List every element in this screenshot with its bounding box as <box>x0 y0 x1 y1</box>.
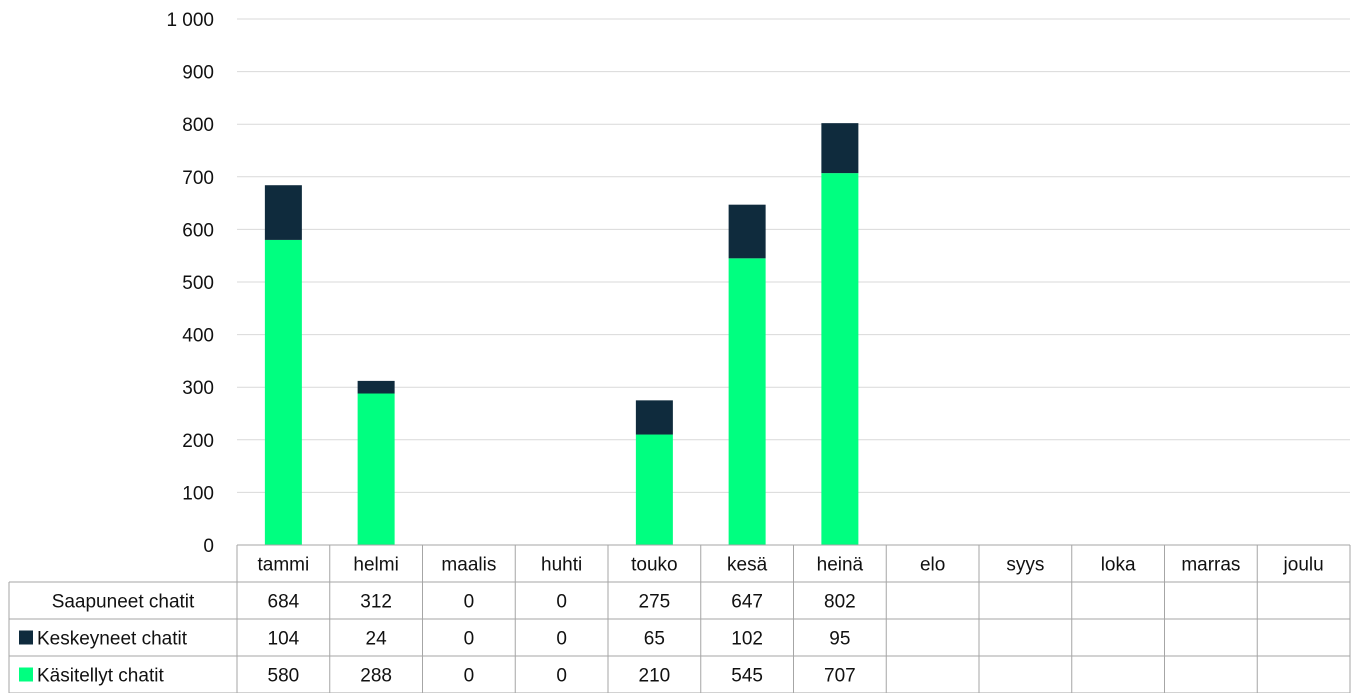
bar-kasitellyt <box>728 258 766 545</box>
table-cell: 95 <box>829 629 850 650</box>
y-tick-label: 800 <box>182 115 214 136</box>
table-cell: 0 <box>556 666 567 687</box>
table-row-label: Saapuneet chatit <box>52 592 195 613</box>
bar-keskeyneet <box>357 380 395 394</box>
x-category-label: maalis <box>441 555 496 576</box>
table-cell: 802 <box>824 592 856 613</box>
y-tick-label: 900 <box>182 63 214 84</box>
bar-kasitellyt <box>264 239 302 546</box>
table-row-label: Käsitellyt chatit <box>37 666 164 687</box>
x-category-label: kesä <box>727 555 768 576</box>
x-category-label: marras <box>1181 555 1240 576</box>
table-cell: 65 <box>644 629 665 650</box>
x-category-label: helmi <box>353 555 398 576</box>
bar-keskeyneet <box>728 204 766 259</box>
table-cell: 684 <box>268 592 300 613</box>
y-axis-ticks: 0 100 200 300 400 500 600 700 800 900 1 000 <box>166 10 214 557</box>
table-cell: 580 <box>268 666 300 687</box>
bars <box>264 123 859 546</box>
table-cell: 312 <box>360 592 392 613</box>
bar-kasitellyt <box>821 173 859 546</box>
table-cell: 102 <box>731 629 763 650</box>
table-cell: 0 <box>556 592 567 613</box>
x-category-label: joulu <box>1283 555 1324 576</box>
legend-marker <box>19 667 33 682</box>
data-table: tammi helmi maalis huhti touko kesä heinä elo sy… <box>8 544 1351 693</box>
y-tick-label: 1 000 <box>166 10 214 31</box>
y-tick-label: 500 <box>182 273 214 294</box>
table-cell: 210 <box>639 666 671 687</box>
x-category-label: tammi <box>258 555 310 576</box>
x-category-label: huhti <box>541 555 582 576</box>
table-cell: 24 <box>366 629 388 650</box>
table-cell: 647 <box>731 592 763 613</box>
table-cell: 707 <box>824 666 856 687</box>
table-cell: 0 <box>464 629 475 650</box>
bar-keskeyneet <box>635 400 673 435</box>
x-category-label: elo <box>920 555 945 576</box>
bar-keskeyneet <box>821 123 859 174</box>
legend-marker <box>19 630 33 645</box>
table-cell: 545 <box>731 666 763 687</box>
table-row-label: Keskeyneet chatit <box>37 629 188 650</box>
y-tick-label: 400 <box>182 326 214 347</box>
x-category-label: syys <box>1006 555 1044 576</box>
y-tick-label: 700 <box>182 168 214 189</box>
y-tick-label: 100 <box>182 483 214 504</box>
y-tick-label: 200 <box>182 431 214 452</box>
table-cell: 275 <box>639 592 671 613</box>
x-category-label: loka <box>1101 555 1136 576</box>
y-tick-label: 0 <box>203 536 214 557</box>
x-category-label: heinä <box>817 555 864 576</box>
table-cell: 0 <box>464 666 475 687</box>
bar-kasitellyt <box>635 434 673 545</box>
gridlines <box>237 18 1350 493</box>
x-category-label: touko <box>631 555 677 576</box>
table-cell: 104 <box>268 629 300 650</box>
bar-keskeyneet <box>264 185 302 240</box>
table-cell: 288 <box>360 666 392 687</box>
table-cell: 0 <box>556 629 567 650</box>
y-tick-label: 300 <box>182 378 214 399</box>
table-cell: 0 <box>464 592 475 613</box>
y-tick-label: 600 <box>182 220 214 241</box>
bar-kasitellyt <box>357 393 395 545</box>
